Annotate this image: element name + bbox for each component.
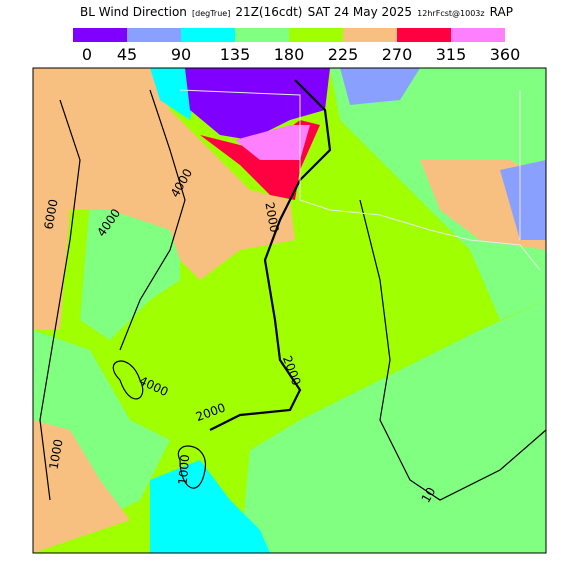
colorbar-swatch xyxy=(127,28,181,42)
contour-label: 6000 xyxy=(42,198,61,231)
colorbar-label: 180 xyxy=(274,45,305,64)
region-315 xyxy=(235,125,310,160)
region-90 xyxy=(150,460,270,553)
colorbar-swatch xyxy=(181,28,235,42)
colorbar-label: 45 xyxy=(117,45,137,64)
map-frame xyxy=(32,67,547,554)
region-225 xyxy=(33,420,130,553)
colorbar-label: 315 xyxy=(436,45,467,64)
region-45 xyxy=(340,68,420,105)
colorbar-label: 225 xyxy=(328,45,359,64)
contour-line xyxy=(177,445,206,489)
colorbar-swatch xyxy=(451,28,505,42)
colorbar-label: 0 xyxy=(82,45,92,64)
colorbar-swatch xyxy=(73,28,127,42)
region-225 xyxy=(33,68,295,330)
region-180 xyxy=(240,300,546,553)
title-date: SAT 24 May 2025 xyxy=(308,5,413,19)
colorbar: 0 45 90 135 180 225 270 315 360 xyxy=(73,28,520,64)
contour-label: 10 xyxy=(419,485,439,505)
colorbar-label: 135 xyxy=(220,45,251,64)
contour-line xyxy=(209,79,332,431)
colorbar-swatch xyxy=(343,28,397,42)
region-0 xyxy=(185,68,330,140)
colorbar-label: 360 xyxy=(490,45,521,64)
title-units: [degTrue] xyxy=(192,9,230,18)
contour-line xyxy=(119,89,186,351)
contour-line xyxy=(112,360,144,400)
contour-label: 1000 xyxy=(47,438,66,471)
contour-label: 1000 xyxy=(176,454,193,486)
region-180 xyxy=(80,200,180,340)
region-45 xyxy=(500,160,546,240)
title: BL Wind Direction [degTrue] 21Z(16cdt) S… xyxy=(80,1,513,20)
contour-label: 2000 xyxy=(262,201,281,234)
title-name: BL Wind Direction xyxy=(80,5,187,19)
title-forecast: 12hrFcst@1003z xyxy=(417,9,484,18)
contour-line xyxy=(359,199,547,501)
state-border xyxy=(179,89,541,271)
colorbar-label: 270 xyxy=(382,45,413,64)
colorbar-label: 90 xyxy=(171,45,191,64)
title-time: 21Z(16cdt) xyxy=(235,5,302,19)
title-model: RAP xyxy=(490,5,513,19)
colorbar-swatch xyxy=(235,28,289,42)
contour-line xyxy=(39,99,81,501)
colorbar-swatch xyxy=(289,28,343,42)
colorbar-swatch xyxy=(397,28,451,42)
